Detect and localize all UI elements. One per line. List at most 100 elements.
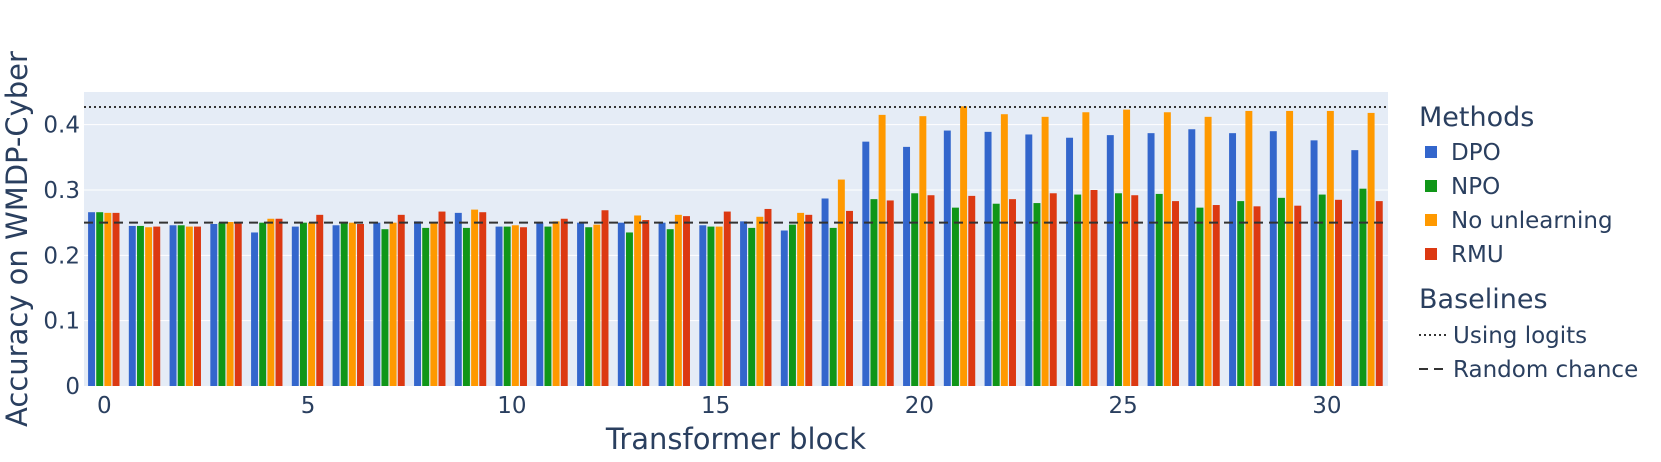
legend-label: Using logits [1453, 323, 1587, 349]
bar-rmu [560, 218, 568, 386]
y-tick-label: 0 [65, 374, 80, 400]
bar-no-unlearning [1367, 112, 1375, 386]
bar-npo [1277, 197, 1285, 386]
x-tick-label: 5 [301, 393, 316, 419]
bar-no-unlearning [1204, 116, 1212, 386]
bar-no-unlearning [1082, 112, 1090, 386]
bar-no-unlearning [837, 179, 845, 386]
bar-dpo [332, 225, 340, 386]
bar-no-unlearning [308, 222, 316, 386]
bar-no-unlearning [511, 225, 519, 386]
bar-npo [96, 212, 104, 386]
bars [88, 106, 1383, 387]
bar-no-unlearning [348, 222, 356, 386]
bar-no-unlearning [552, 221, 560, 386]
legend-swatch [1425, 248, 1437, 260]
bar-npo [911, 193, 919, 386]
bar-dpo [210, 223, 218, 386]
bar-no-unlearning [674, 214, 682, 386]
legend-swatch [1425, 214, 1437, 226]
bar-rmu [846, 210, 853, 386]
bar-npo [1155, 193, 1163, 386]
bar-no-unlearning [1245, 110, 1253, 386]
bar-npo [422, 227, 430, 386]
bar-rmu [112, 212, 120, 386]
bar-rmu [1253, 206, 1261, 386]
bar-no-unlearning [1000, 114, 1008, 387]
x-axis-title: Transformer block [605, 422, 866, 456]
bar-no-unlearning [1286, 110, 1294, 386]
bar-rmu [1049, 193, 1057, 386]
bar-dpo [1106, 135, 1114, 386]
bar-rmu [1335, 199, 1342, 386]
bar-dpo [169, 225, 177, 386]
bar-dpo [658, 222, 666, 386]
bar-npo [1318, 194, 1326, 386]
bar-rmu [805, 214, 813, 386]
x-tick-label: 10 [497, 393, 526, 419]
bar-no-unlearning [389, 222, 397, 386]
bar-rmu [1131, 195, 1139, 386]
bar-rmu [194, 226, 201, 386]
bar-no-unlearning [1123, 109, 1131, 386]
bar-rmu [1294, 205, 1302, 386]
bar-npo [381, 229, 389, 386]
bar-npo [625, 232, 633, 386]
bar-no-unlearning [185, 226, 193, 386]
bar-npo [1237, 201, 1245, 386]
legend-label: RMU [1451, 242, 1504, 268]
bar-dpo [740, 221, 748, 386]
bar-no-unlearning [430, 222, 438, 386]
y-axis-title: Accuracy on WMDP-Cyber [0, 51, 34, 427]
bar-dpo [1269, 131, 1277, 386]
y-tick-labels: 0 0.1 0.2 0.3 0.4 [43, 113, 80, 400]
bar-rmu [764, 208, 772, 386]
bar-dpo [373, 222, 381, 386]
bar-dpo [1188, 129, 1196, 387]
x-tick-label: 25 [1108, 393, 1137, 419]
legend-swatch [1425, 180, 1437, 192]
bar-npo [340, 222, 348, 386]
bar-dpo [128, 225, 136, 386]
bar-dpo [536, 222, 544, 386]
bar-no-unlearning [878, 114, 886, 387]
legend-label: NPO [1451, 174, 1500, 200]
bar-npo [462, 227, 470, 386]
bar-npo [136, 225, 144, 386]
bar-rmu [397, 214, 405, 386]
bar-no-unlearning [1041, 116, 1049, 386]
bar-dpo [1147, 133, 1155, 386]
bar-npo [218, 222, 226, 386]
bar-no-unlearning [471, 209, 479, 386]
x-tick-label: 15 [701, 393, 730, 419]
bar-no-unlearning [1326, 110, 1334, 386]
bar-dpo [699, 225, 707, 386]
bar-rmu [1212, 205, 1220, 386]
bar-dpo [577, 222, 585, 386]
bar-rmu [723, 211, 731, 386]
bar-rmu [642, 220, 650, 386]
bar-no-unlearning [797, 212, 805, 386]
bar-npo [1196, 207, 1204, 386]
bar-npo [259, 222, 267, 386]
bar-rmu [927, 195, 935, 386]
bar-rmu [275, 218, 283, 386]
bar-rmu [153, 226, 161, 386]
bar-rmu [479, 212, 487, 386]
bar-no-unlearning [960, 106, 968, 387]
bar-no-unlearning [715, 226, 723, 386]
legend-title-methods: Methods [1419, 102, 1534, 133]
bar-npo [1114, 193, 1122, 386]
bar-dpo [454, 212, 462, 386]
bar-no-unlearning [593, 224, 601, 386]
bar-npo [707, 226, 715, 386]
bar-rmu [886, 200, 894, 386]
x-tick-label: 20 [905, 393, 934, 419]
bar-npo [503, 226, 511, 386]
bar-no-unlearning [1163, 112, 1171, 386]
bar-dpo [1310, 140, 1318, 386]
x-tick-label: 0 [97, 393, 112, 419]
bar-dpo [495, 226, 503, 386]
bar-rmu [438, 211, 446, 386]
